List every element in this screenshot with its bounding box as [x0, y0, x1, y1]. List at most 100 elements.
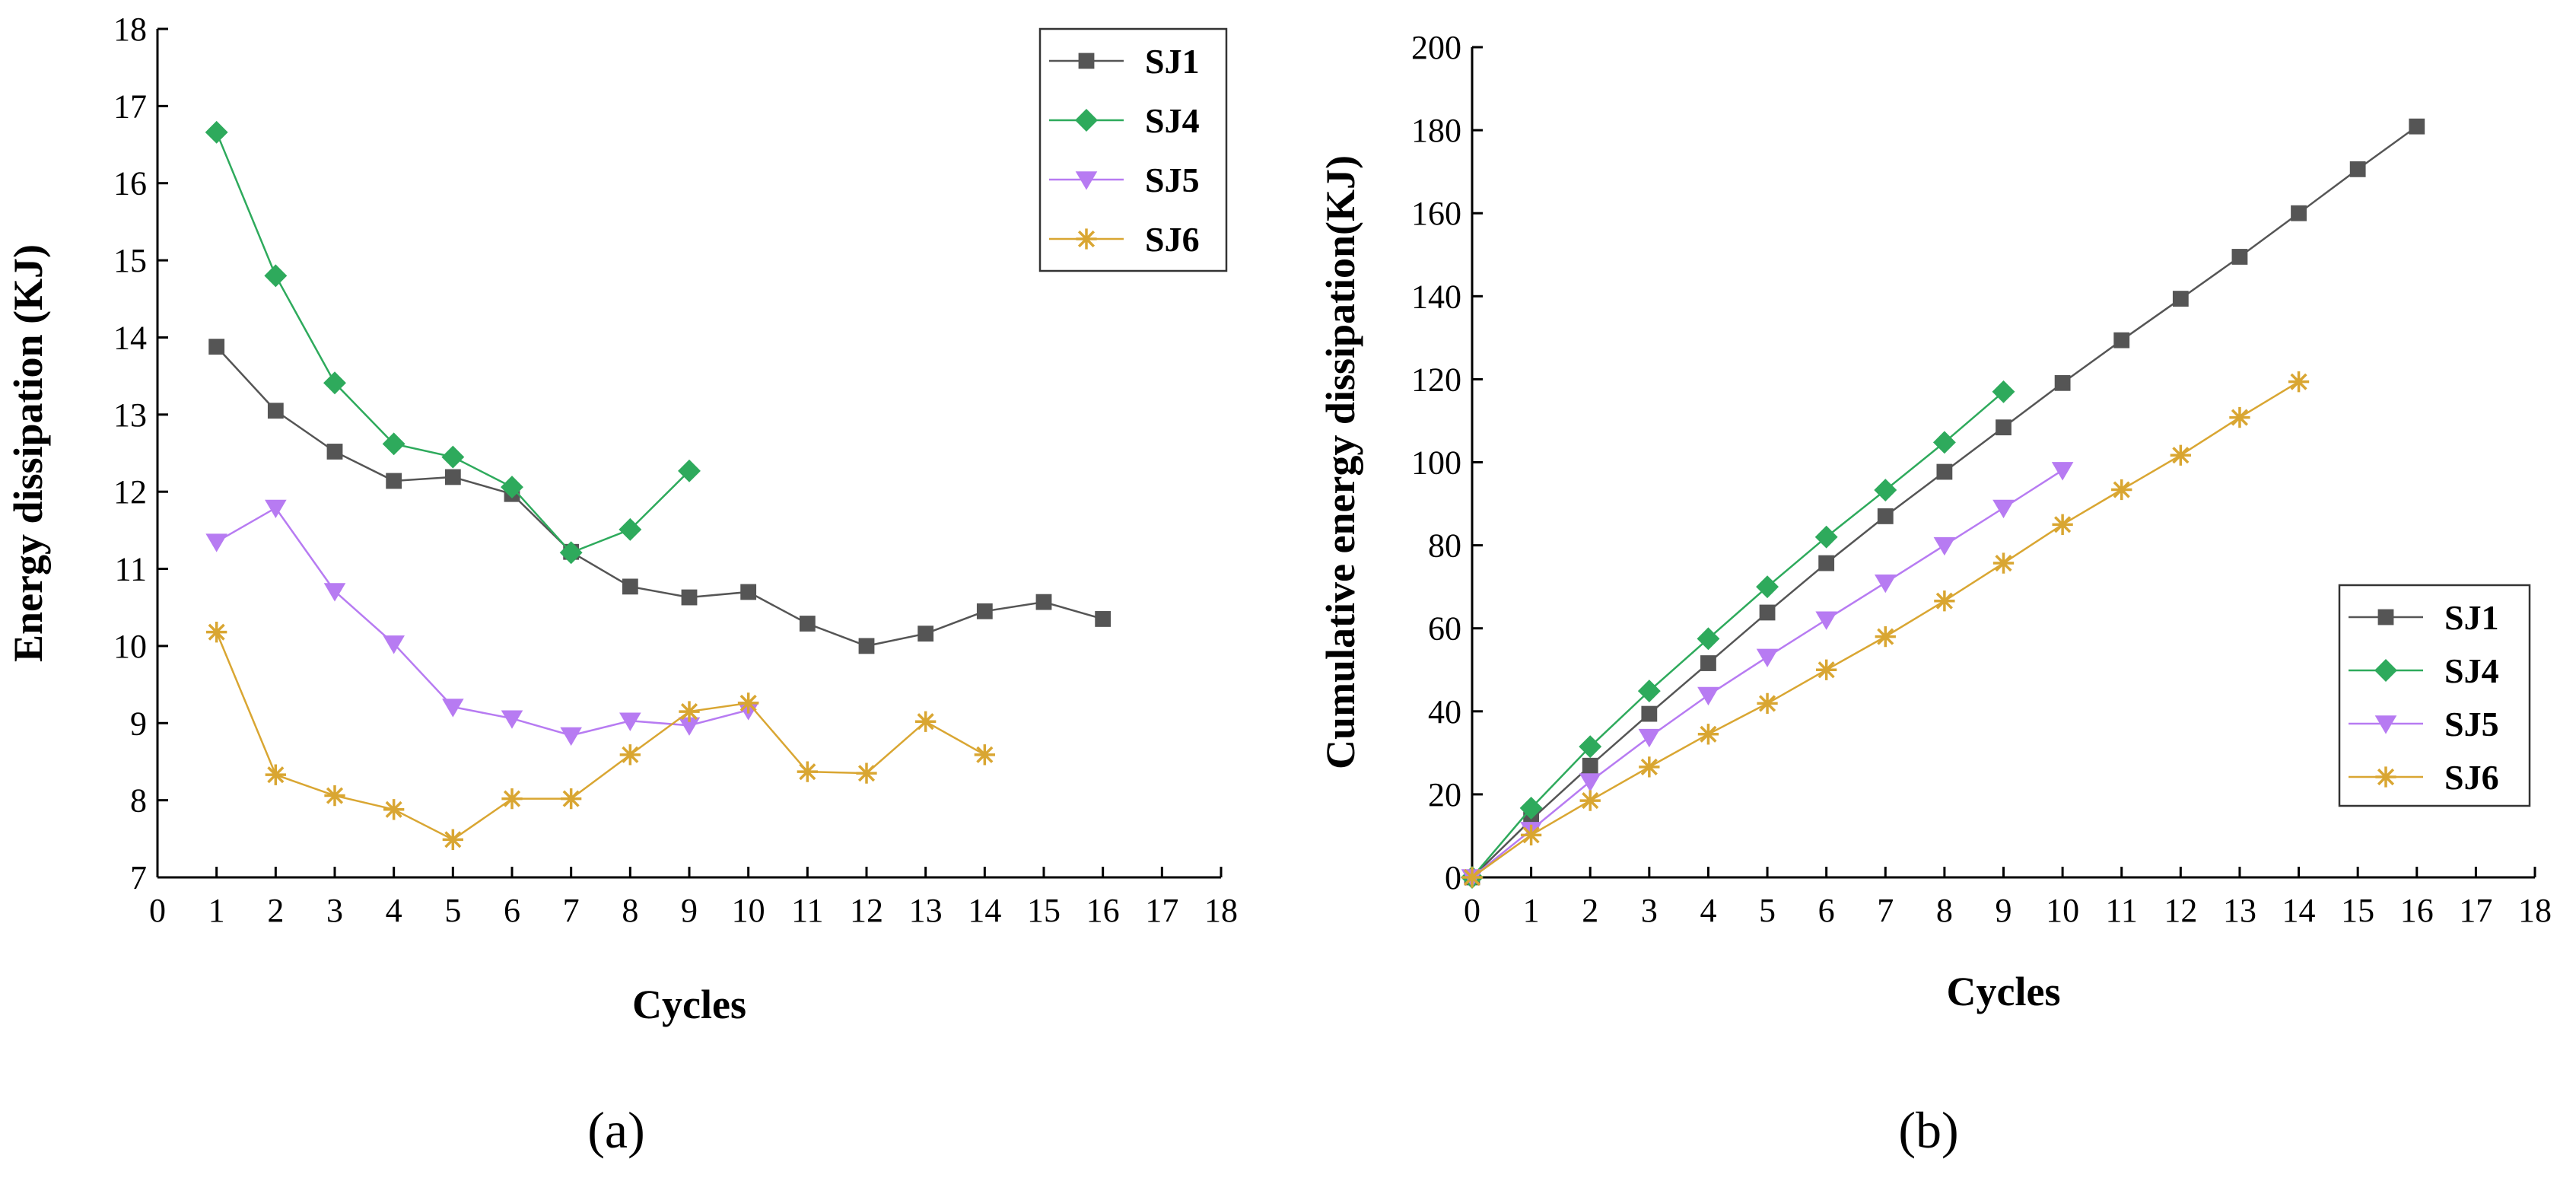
x-tick-label: 14: [968, 892, 1001, 929]
data-point-sj5: [1992, 499, 2015, 519]
data-point-sj1: [1759, 604, 1776, 621]
y-tick-label: 17: [113, 88, 147, 125]
y-tick-label: 120: [1411, 361, 1461, 398]
legend: SJ1 SJ4 SJ5 SJ6: [2338, 584, 2531, 807]
data-point-sj1: [858, 638, 875, 654]
data-point-sj6: [915, 711, 937, 732]
data-point-sj5: [1815, 611, 1837, 630]
data-point-sj5: [205, 533, 227, 552]
x-tick-label: 13: [2223, 892, 2256, 929]
data-point-sj6: [2288, 371, 2310, 393]
x-tick-label: 5: [444, 892, 461, 929]
x-tick-label: 11: [2106, 892, 2138, 929]
legend-marker-sj4: [1075, 109, 1098, 132]
data-point-sj6: [1639, 756, 1660, 778]
data-point-sj6: [383, 799, 405, 820]
data-point-sj6: [2170, 444, 2191, 466]
y-tick-label: 0: [1445, 859, 1461, 896]
series-line-sj5: [1471, 469, 2063, 878]
legend-label-sj1: SJ1: [2444, 598, 2499, 637]
data-point-sj6: [2229, 406, 2250, 428]
y-tick-label: 80: [1428, 527, 1461, 565]
legend-label-sj1: SJ1: [1145, 42, 1200, 81]
legend-frame: [2338, 584, 2531, 807]
panel-label-a: (a): [587, 1101, 644, 1159]
data-point-sj1: [740, 584, 757, 600]
legend-label-sj4: SJ4: [1145, 101, 1200, 140]
data-point-sj6: [1934, 590, 1955, 612]
data-point-sj1: [1700, 655, 1716, 671]
x-tick-label: 18: [2518, 892, 2552, 929]
y-tick-label: 11: [115, 551, 147, 588]
x-tick-label: 12: [850, 892, 883, 929]
data-point-sj4: [205, 120, 228, 144]
data-point-sj4: [1874, 479, 1897, 501]
legend-label-sj6: SJ6: [1145, 220, 1200, 259]
y-tick-label: 12: [113, 473, 147, 511]
x-tick-label: 17: [2459, 892, 2492, 929]
data-point-sj1: [2172, 291, 2189, 307]
legend-frame: [1038, 27, 1228, 272]
data-point-sj1: [386, 473, 402, 489]
x-tick-label: 4: [386, 892, 402, 929]
data-point-sj4: [1992, 380, 2015, 403]
x-tick-label: 7: [1877, 892, 1894, 929]
data-point-sj6: [797, 761, 818, 782]
y-tick-label: 40: [1428, 693, 1461, 731]
data-point-sj4: [1814, 525, 1838, 549]
data-point-sj4: [382, 432, 405, 456]
data-point-sj1: [2231, 249, 2248, 265]
y-tick-label: 9: [130, 705, 147, 742]
x-tick-label: 6: [504, 892, 520, 929]
series-line-sj1: [215, 345, 1104, 648]
data-point-sj1: [1936, 463, 1953, 480]
x-tick-label: 0: [149, 892, 166, 929]
x-tick-label: 8: [622, 892, 638, 929]
data-point-sj6: [442, 829, 463, 850]
data-point-sj5: [265, 499, 287, 519]
y-axis-title: Cumulative energy dissipation(KJ): [1318, 155, 1363, 769]
data-point-sj6: [501, 788, 523, 810]
data-point-sj5: [323, 583, 346, 602]
data-point-sj1: [326, 444, 343, 460]
data-point-sj1: [918, 626, 934, 642]
data-point-sj6: [1579, 790, 1601, 811]
legend-marker-sj6: [2375, 766, 2396, 788]
x-tick-label: 15: [2341, 892, 2374, 929]
data-point-sj1: [1877, 508, 1894, 524]
data-point-sj5: [1638, 728, 1661, 748]
y-tick-label: 18: [113, 11, 147, 48]
x-tick-label: 1: [1523, 892, 1540, 929]
series-sj4: [205, 120, 701, 565]
series-sj1: [208, 339, 1111, 654]
x-tick-label: 15: [1027, 892, 1061, 929]
data-point-sj1: [2349, 161, 2366, 177]
data-point-sj1: [622, 578, 638, 595]
data-point-sj1: [267, 403, 284, 419]
data-point-sj6: [738, 692, 759, 714]
data-point-sj4: [1932, 431, 1956, 454]
x-axis-title: Cycles: [632, 982, 746, 1027]
y-tick-label: 160: [1411, 195, 1461, 232]
x-tick-label: 9: [681, 892, 698, 929]
x-tick-label: 11: [791, 892, 823, 929]
x-tick-label: 9: [1996, 892, 2012, 929]
data-point-sj6: [974, 744, 995, 766]
data-point-sj5: [1874, 574, 1897, 594]
x-tick-label: 5: [1759, 892, 1776, 929]
x-tick-label: 10: [732, 892, 765, 929]
series-sj4: [1461, 380, 2015, 889]
legend-marker-sj4: [2374, 659, 2397, 682]
y-tick-label: 180: [1411, 112, 1461, 149]
series-line-sj6: [215, 632, 985, 841]
x-tick-label: 16: [1086, 892, 1120, 929]
data-point-sj1: [444, 469, 461, 485]
data-point-sj5: [1579, 773, 1601, 792]
data-point-sj6: [324, 785, 345, 807]
y-tick-label: 13: [113, 396, 147, 434]
data-point-sj5: [619, 712, 641, 731]
y-tick-label: 16: [113, 165, 147, 202]
data-point-sj4: [1579, 735, 1602, 759]
